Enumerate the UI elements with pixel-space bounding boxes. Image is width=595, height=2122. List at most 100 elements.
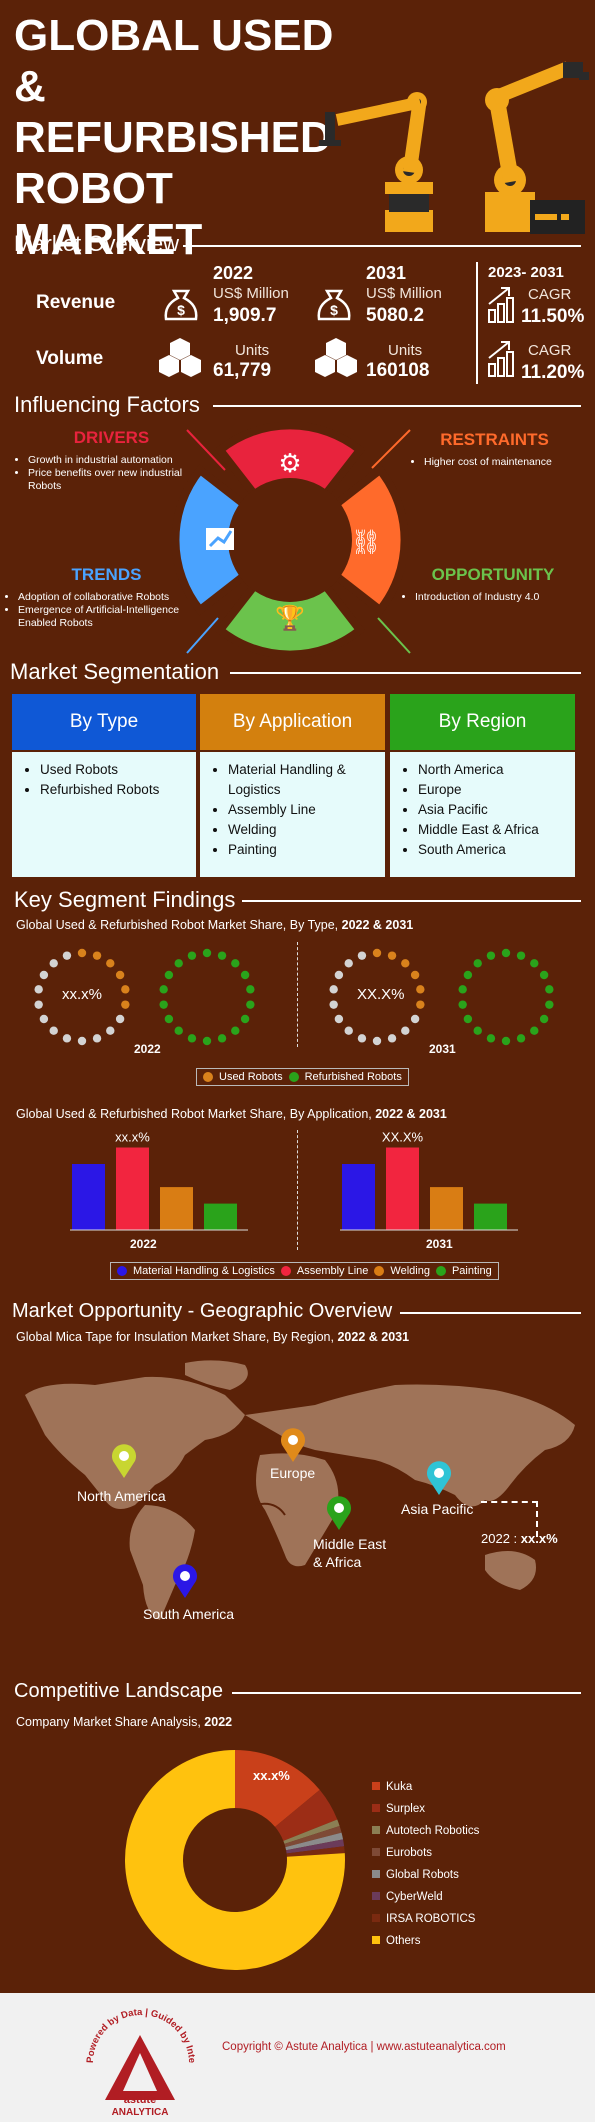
ring-dot	[77, 948, 87, 958]
region-label-europe: Europe	[270, 1465, 316, 1481]
legend-label: Refurbished Robots	[304, 1071, 402, 1083]
restraint-item: Higher cost of maintenance	[424, 456, 587, 469]
ring-dot	[231, 959, 240, 968]
revenue-year-2022: 2022	[213, 263, 254, 283]
ring-dot	[240, 970, 250, 980]
ring-dot	[545, 985, 554, 994]
ring-dot	[77, 1036, 87, 1046]
divider	[232, 1692, 581, 1694]
cagr-label: CAGR	[528, 286, 572, 303]
map-pin-north-america-icon	[112, 1444, 136, 1478]
type-share-subtitle: Global Used & Refurbished Robot Market S…	[16, 918, 414, 932]
market-segmentation-heading: Market Segmentation	[10, 659, 220, 684]
donut-slice	[286, 1846, 345, 1857]
bar	[116, 1147, 149, 1230]
ring-dot	[539, 970, 549, 980]
ring-dot	[115, 1014, 125, 1024]
opportunity-block: OPPORTUNITY Introduction of Industry 4.0	[393, 565, 593, 604]
ring-dot	[545, 1000, 554, 1009]
segment-item: Assembly Line	[228, 800, 385, 820]
ring-dot	[372, 948, 382, 958]
divider-dashed	[297, 1130, 298, 1250]
legend-swatch	[372, 1804, 380, 1812]
cagr-volume: 11.20%	[521, 362, 585, 383]
segment-item: Refurbished Robots	[40, 780, 196, 800]
ring-dot	[501, 948, 511, 958]
region-label-middle-east-africa: Middle East & Africa	[313, 1536, 387, 1570]
drivers-title: DRIVERS	[73, 428, 150, 447]
ring-dot	[486, 951, 496, 960]
ring-dot	[416, 985, 425, 994]
ring-dot	[344, 1026, 353, 1035]
bar	[72, 1164, 105, 1230]
ring-dot	[516, 951, 526, 960]
divider-vertical	[476, 262, 478, 384]
ring-dot	[174, 1026, 183, 1035]
ring-dot	[39, 970, 49, 980]
bar	[204, 1203, 237, 1230]
svg-text:ANALYTICA: ANALYTICA	[112, 2107, 169, 2118]
ring-dot	[159, 985, 168, 994]
company-share-subtitle: Company Market Share Analysis, 2022	[16, 1715, 233, 1729]
asia-pacific-callout: 2022 : xx.x%	[481, 1531, 558, 1546]
influencing-factors-heading: Influencing Factors	[14, 392, 200, 417]
legend-swatch	[372, 1826, 380, 1834]
region-label-asia-pacific: Asia Pacific	[401, 1501, 474, 1517]
ring-dot	[387, 1034, 397, 1043]
legend-swatch	[372, 1848, 380, 1856]
legend-swatch	[280, 1266, 291, 1276]
segment-region-title: By Region	[390, 694, 575, 750]
trend-item: Emergence of Artificial-Intelligence Ena…	[18, 604, 199, 630]
donut-slice	[125, 1750, 346, 1970]
geo-subtitle: Global Mica Tape for Insulation Market S…	[16, 1330, 410, 1344]
legend-label: Surplex	[386, 1803, 425, 1815]
legend-label: Autotech Robotics	[386, 1825, 480, 1837]
donut-slice	[235, 1750, 320, 1827]
ring-dot	[372, 1036, 382, 1046]
ring-dot	[501, 1036, 511, 1046]
ring-dot	[473, 1026, 482, 1035]
revenue-unit-2031: US$ Million	[366, 285, 442, 302]
legend-swatch	[372, 1914, 380, 1922]
segment-item: Europe	[418, 780, 575, 800]
divider	[230, 672, 581, 674]
ring-dot	[463, 970, 473, 980]
restraints-block: RESTRAINTS Higher cost of maintenance	[402, 430, 587, 469]
driver-item: Growth in industrial automation	[28, 454, 209, 467]
footer-copyright[interactable]: Copyright © Astute Analytica | www.astut…	[222, 2041, 506, 2053]
map-pin-europe-icon	[281, 1428, 305, 1462]
svg-text:⛓: ⛓	[351, 528, 381, 556]
world-map	[25, 1360, 575, 1620]
company-legend: Kuka Surplex Autotech Robotics Eurobots Glob…	[372, 1776, 479, 1952]
cubes-icon	[315, 338, 357, 377]
volume-value-2031: 160108	[366, 360, 430, 381]
legend-item: Kuka	[372, 1776, 479, 1798]
ring-dot	[240, 1014, 250, 1024]
svg-text:astute: astute	[124, 2094, 156, 2106]
revenue-value-2022: 1,909.7	[213, 305, 277, 326]
ring-dot	[387, 951, 397, 960]
svg-text:$: $	[330, 302, 338, 318]
ring-dot	[62, 1034, 72, 1043]
divider	[400, 1312, 581, 1314]
cubes-icon	[159, 338, 201, 377]
callout-connector	[481, 1501, 538, 1537]
ring-dot	[92, 1034, 102, 1043]
ring-dot	[401, 1026, 410, 1035]
ring-dot	[539, 1014, 549, 1024]
segment-application-title: By Application	[200, 694, 385, 750]
legend-label: Painting	[451, 1265, 492, 1277]
legend-label: Material Handling & Logistics	[133, 1265, 275, 1277]
ring-dot	[458, 1000, 467, 1009]
segment-item: Welding	[228, 820, 385, 840]
legend-item: Autotech Robotics	[372, 1820, 479, 1842]
revenue-label: Revenue	[36, 292, 116, 313]
legend-label: Kuka	[386, 1781, 413, 1793]
legend-swatch	[435, 1266, 446, 1276]
opportunity-title: OPPORTUNITY	[431, 565, 555, 584]
ring-dot	[416, 1000, 425, 1009]
money-bag-icon: $	[317, 289, 351, 321]
type-year-2022: 2022	[134, 1042, 161, 1056]
ring-dot	[121, 985, 130, 994]
cagr-revenue: 11.50%	[521, 306, 585, 327]
